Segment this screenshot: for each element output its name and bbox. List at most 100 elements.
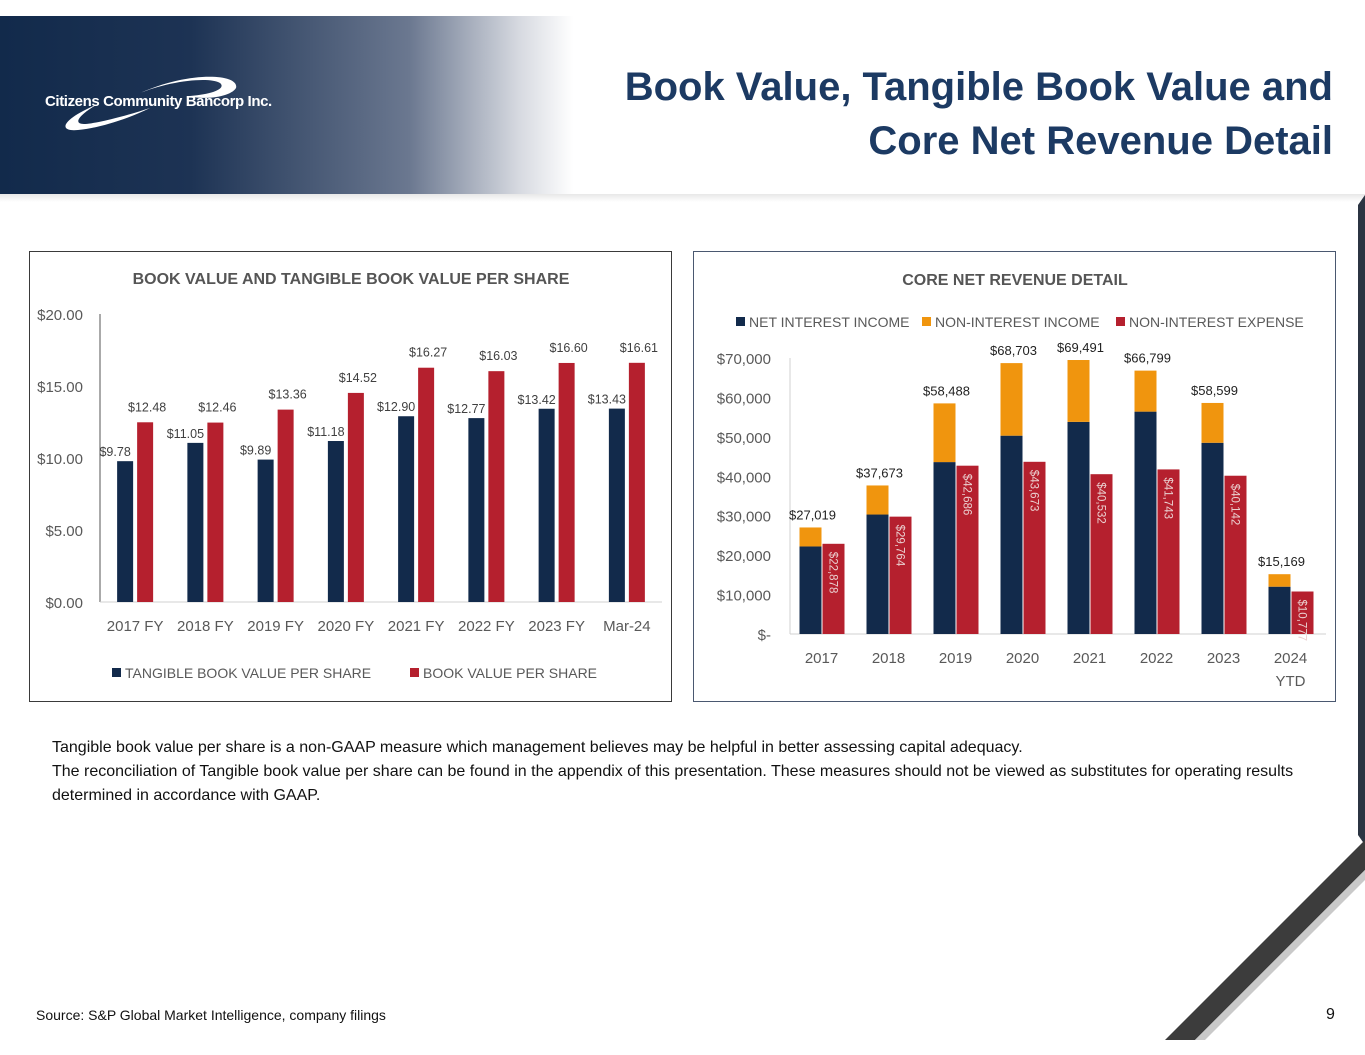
legend-swatch [736,317,745,326]
x-tick-label: 2021 [1073,650,1106,667]
expense-data-label: $29,764 [894,525,906,567]
core-net-revenue-chart: CORE NET REVENUE DETAIL NET INTEREST INCO… [717,272,1326,690]
non-interest-expense-bar [1224,475,1247,634]
page-title-line-2: Core Net Revenue Detail [868,119,1333,163]
net-interest-income-bar [1067,421,1090,634]
x-tick-label: 2017 [805,650,838,667]
net-interest-income-bar [1134,411,1157,634]
x-tick-label: 2020 FY [318,618,375,635]
expense-data-label: $42,686 [961,474,973,516]
x-tick-label: 2022 FY [458,618,515,635]
x-tick-label: 2020 [1006,650,1039,667]
page-title-line-1: Book Value, Tangible Book Value and [624,65,1333,109]
tangible-bar [327,441,344,602]
data-label: $13.43 [588,393,626,407]
data-label: $12.46 [198,401,236,415]
tangible-bar [257,459,274,602]
x-tick-label: 2019 [939,650,972,667]
header-shadow [0,194,1365,202]
y-tick-label: $20,000 [717,548,771,565]
data-label: $13.36 [269,388,307,402]
x-tick-label: 2024 [1274,650,1307,667]
footnote-line-2: The reconciliation of Tangible book valu… [52,763,1294,804]
book-value-bar [137,422,154,602]
y-tick-label: $10.00 [37,451,83,468]
chart-title: BOOK VALUE AND TANGIBLE BOOK VALUE PER S… [133,271,570,288]
data-label: $16.60 [550,341,588,355]
x-tick-label: 2018 [872,650,905,667]
data-label: $9.78 [99,445,130,459]
non-interest-income-bar [1268,574,1291,587]
non-interest-expense-bar [956,465,979,634]
expense-data-label: $41,743 [1162,477,1174,519]
y-tick-label: $40,000 [717,469,771,486]
tangible-bar [117,461,134,602]
page-title: Book Value, Tangible Book Value and Core… [625,60,1333,168]
stack-total-label: $37,673 [856,465,903,480]
data-label: $16.61 [620,341,658,355]
book-value-bar [558,362,575,602]
y-tick-label: $5.00 [45,523,83,540]
net-interest-income-bar [1000,435,1023,634]
y-tick-label: $20.00 [37,307,83,324]
legend-swatch [410,668,419,677]
expense-data-label: $40,532 [1095,482,1107,524]
legend-label: NET INTEREST INCOME [749,314,910,330]
non-interest-expense-bar [889,516,912,634]
legend-swatch [112,668,121,677]
x-tick-label: 2022 [1140,650,1173,667]
data-label: $9.89 [240,444,271,458]
source-note: Source: S&P Global Market Intelligence, … [36,1007,386,1023]
non-interest-expense-bar [1157,469,1180,634]
y-tick-label: $- [758,627,771,644]
x-tick-label: Mar-24 [603,618,651,635]
stack-total-label: $69,491 [1057,340,1104,355]
expense-data-label: $43,673 [1028,470,1040,512]
tangible-bar [538,408,555,602]
x-tick-label: 2023 FY [528,618,585,635]
y-tick-label: $30,000 [717,509,771,526]
book-value-bar [628,362,645,602]
tangible-bar [398,416,415,602]
data-label: $12.77 [447,402,485,416]
footnote-line-1: Tangible book value per share is a non-G… [52,739,1023,756]
book-value-bar [418,367,435,602]
logo-text: Citizens Community Bancorp Inc. [45,93,272,110]
stack-total-label: $68,703 [990,343,1037,358]
non-interest-income-bar [933,403,956,463]
right-edge-accent [1358,195,1365,845]
non-interest-income-bar [1201,402,1224,443]
tangible-bar [468,418,485,602]
legend-swatch [1116,317,1125,326]
data-label: $14.52 [339,371,377,385]
net-interest-income-bar [1201,442,1224,634]
data-label: $16.27 [409,346,447,360]
tangible-bar [187,442,204,602]
x-tick-label: 2021 FY [388,618,445,635]
net-interest-income-bar [866,514,889,634]
stack-total-label: $27,019 [789,507,836,522]
y-tick-label: $70,000 [717,351,771,368]
legend-label: TANGIBLE BOOK VALUE PER SHARE [125,665,371,681]
stack-total-label: $58,599 [1191,383,1238,398]
legend-swatch [922,317,931,326]
non-interest-expense-bar [1291,591,1314,634]
non-interest-income-bar [866,485,889,515]
y-tick-label: $60,000 [717,390,771,407]
non-interest-income-bar [1067,360,1090,422]
non-interest-income-bar [1000,363,1023,436]
x-tick-label: 2018 FY [177,618,234,635]
footnote: Tangible book value per share is a non-G… [52,736,1322,808]
core-net-revenue-chart-panel: CORE NET REVENUE DETAIL NET INTEREST INCO… [693,251,1336,702]
stack-total-label: $15,169 [1258,554,1305,569]
non-interest-expense-bar [1090,474,1113,634]
x-tick-label: 2019 FY [247,618,304,635]
data-label: $12.90 [377,400,415,414]
net-interest-income-bar [933,462,956,634]
y-tick-label: $10,000 [717,588,771,605]
stack-total-label: $66,799 [1124,351,1171,366]
non-interest-expense-bar [1023,461,1046,634]
net-interest-income-bar [1268,586,1291,634]
legend-label: NON-INTEREST EXPENSE [1129,314,1304,330]
non-interest-income-bar [799,527,822,547]
